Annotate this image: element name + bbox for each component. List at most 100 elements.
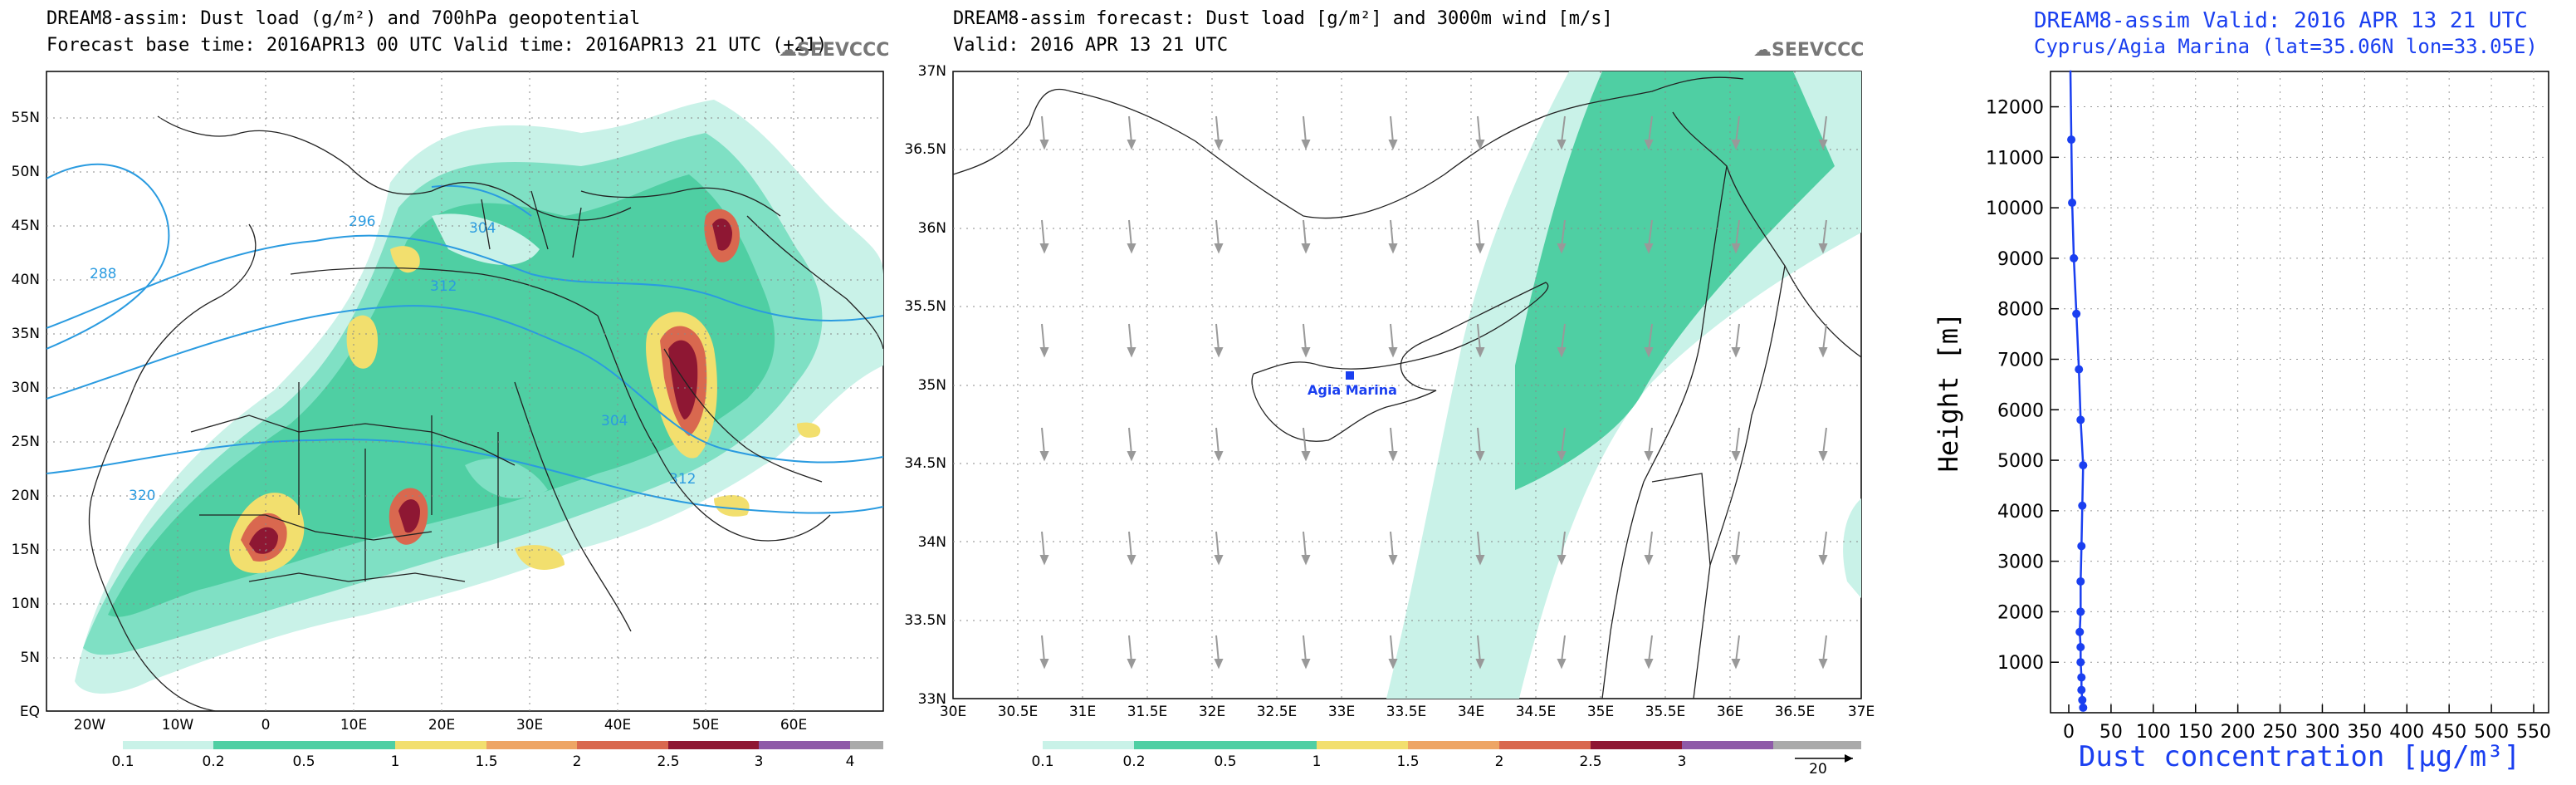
colorbar-label: 4 xyxy=(846,753,855,770)
wind-arrow-head xyxy=(1475,659,1485,670)
wind-arrow xyxy=(1041,531,1045,559)
lat-tick: 36N xyxy=(918,220,946,237)
wind-arrow-head xyxy=(1214,451,1224,462)
dust-fields-panel1 xyxy=(46,100,883,694)
wind-arrow xyxy=(1128,323,1132,351)
wind-vectors xyxy=(1039,115,1828,670)
profile-point xyxy=(2075,627,2085,636)
wind-arrow xyxy=(1561,323,1566,351)
panel1-colorbar: 0.1 0.2 0.5 1 1.5 2 2.5 3 4 xyxy=(111,741,883,770)
wind-arrow-head xyxy=(1039,451,1049,462)
panel3-title: DREAM8-assim Valid: 2016 APR 13 21 UTC xyxy=(2034,8,2528,33)
wind-arrow-head xyxy=(1475,140,1485,150)
wind-arrow xyxy=(1735,219,1740,248)
wind-arrow xyxy=(1735,635,1740,663)
x-tick-label: 50 xyxy=(2099,722,2123,743)
profile-point xyxy=(2078,695,2087,704)
wind-arrow xyxy=(1128,427,1132,455)
profile-point xyxy=(2070,253,2079,262)
lon-tick: 34E xyxy=(1458,704,1484,720)
wind-arrow xyxy=(1215,115,1220,144)
x-tick-label: 250 xyxy=(2263,722,2298,743)
x-tick-label: 400 xyxy=(2389,722,2424,743)
wind-arrow xyxy=(1561,219,1566,248)
lon-tick: 30.5E xyxy=(998,704,1039,720)
colorbar-label: 0.5 xyxy=(1214,753,1236,770)
wind-arrow-head xyxy=(1127,555,1136,566)
wind-arrow xyxy=(1648,323,1653,351)
wind-arrow-head xyxy=(1301,659,1311,670)
x-tick-label: 100 xyxy=(2136,722,2171,743)
wind-reference-label: 20 xyxy=(1809,761,1827,778)
wind-arrow-head xyxy=(1731,659,1741,670)
profile-point xyxy=(2076,658,2085,667)
y-axis-label: Height [m] xyxy=(1933,312,1964,473)
wind-arrow-head xyxy=(1301,243,1311,254)
profile-point xyxy=(2076,415,2085,424)
wind-arrow-head xyxy=(1475,243,1485,254)
wind-arrow xyxy=(1822,531,1827,559)
lon-tick: 31E xyxy=(1069,704,1096,720)
profile-point xyxy=(2076,607,2085,616)
wind-arrow xyxy=(1303,219,1307,248)
panel2-colorbar: 0.1 0.2 0.5 1 1.5 2 2.5 3 20 xyxy=(1031,741,1861,778)
wind-arrow xyxy=(1390,635,1394,663)
wind-arrow xyxy=(1648,531,1653,559)
panel2-subtitle: Valid: 2016 APR 13 21 UTC xyxy=(953,35,1229,56)
x-tick-label: 150 xyxy=(2178,722,2213,743)
colorbar-label: 2 xyxy=(573,753,582,770)
wind-arrow-head xyxy=(1475,347,1485,358)
y-tick-label: 6000 xyxy=(1997,400,2044,421)
wind-arrow-head xyxy=(1557,347,1567,358)
wind-arrow-head xyxy=(1644,243,1654,254)
wind-arrow xyxy=(1128,531,1132,559)
wind-arrow-head xyxy=(1818,243,1828,254)
wind-arrow-head xyxy=(1214,140,1224,150)
wind-arrow-head xyxy=(1214,659,1224,670)
wind-arrow-head xyxy=(1557,140,1567,150)
profile-point xyxy=(2079,461,2088,470)
x-tick-label: 200 xyxy=(2221,722,2256,743)
colorbar-label: 0.2 xyxy=(1122,753,1145,770)
wind-arrow xyxy=(1128,115,1132,144)
wind-arrow xyxy=(1477,115,1481,144)
wind-arrow xyxy=(1648,427,1653,455)
lat-tick: 25N xyxy=(12,434,40,450)
profile-chart: 1000200030004000500060007000800090001000… xyxy=(1933,70,2551,773)
profile-point xyxy=(2076,576,2085,586)
y-tick-label: 11000 xyxy=(1986,148,2044,169)
contour-label: 312 xyxy=(430,278,457,295)
lon-tick: 36.5E xyxy=(1775,704,1816,720)
x-tick-label: 0 xyxy=(2063,722,2075,743)
wind-arrow xyxy=(1648,219,1653,248)
wind-arrow-head xyxy=(1301,451,1311,462)
wind-arrow-head xyxy=(1731,451,1741,462)
wind-arrow-head xyxy=(1127,347,1136,358)
profile-point xyxy=(2068,199,2077,208)
wind-arrow xyxy=(1735,115,1740,144)
wind-arrow xyxy=(1215,427,1220,455)
lon-tick: 40E xyxy=(604,717,631,733)
wind-arrow xyxy=(1735,427,1740,455)
wind-arrow xyxy=(1822,323,1827,351)
y-tick-label: 10000 xyxy=(1986,199,2044,219)
y-tick-label: 7000 xyxy=(1997,350,2044,370)
lat-tick: 45N xyxy=(12,218,40,234)
x-tick-label: 500 xyxy=(2474,722,2509,743)
y-tick-label: 12000 xyxy=(1986,98,2044,119)
lat-tick: 10N xyxy=(12,596,40,612)
y-tick-label: 4000 xyxy=(1997,502,2044,523)
wind-arrow-head xyxy=(1127,140,1136,150)
wind-arrow xyxy=(1303,531,1307,559)
x-tick-label: 350 xyxy=(2347,722,2382,743)
lat-tick: 40N xyxy=(12,272,40,288)
lat-tick: 35.5N xyxy=(904,298,946,315)
wind-arrow-head xyxy=(1301,140,1311,150)
panel2-coastlines xyxy=(953,71,1861,699)
colorbar-label: 0.2 xyxy=(202,753,224,770)
wind-arrow xyxy=(1215,219,1220,248)
profile-point xyxy=(2078,501,2087,510)
panel2-title: DREAM8-assim forecast: Dust load [g/m²] … xyxy=(953,8,1613,29)
wind-arrow xyxy=(1041,427,1045,455)
wind-arrow-head xyxy=(1731,555,1741,566)
